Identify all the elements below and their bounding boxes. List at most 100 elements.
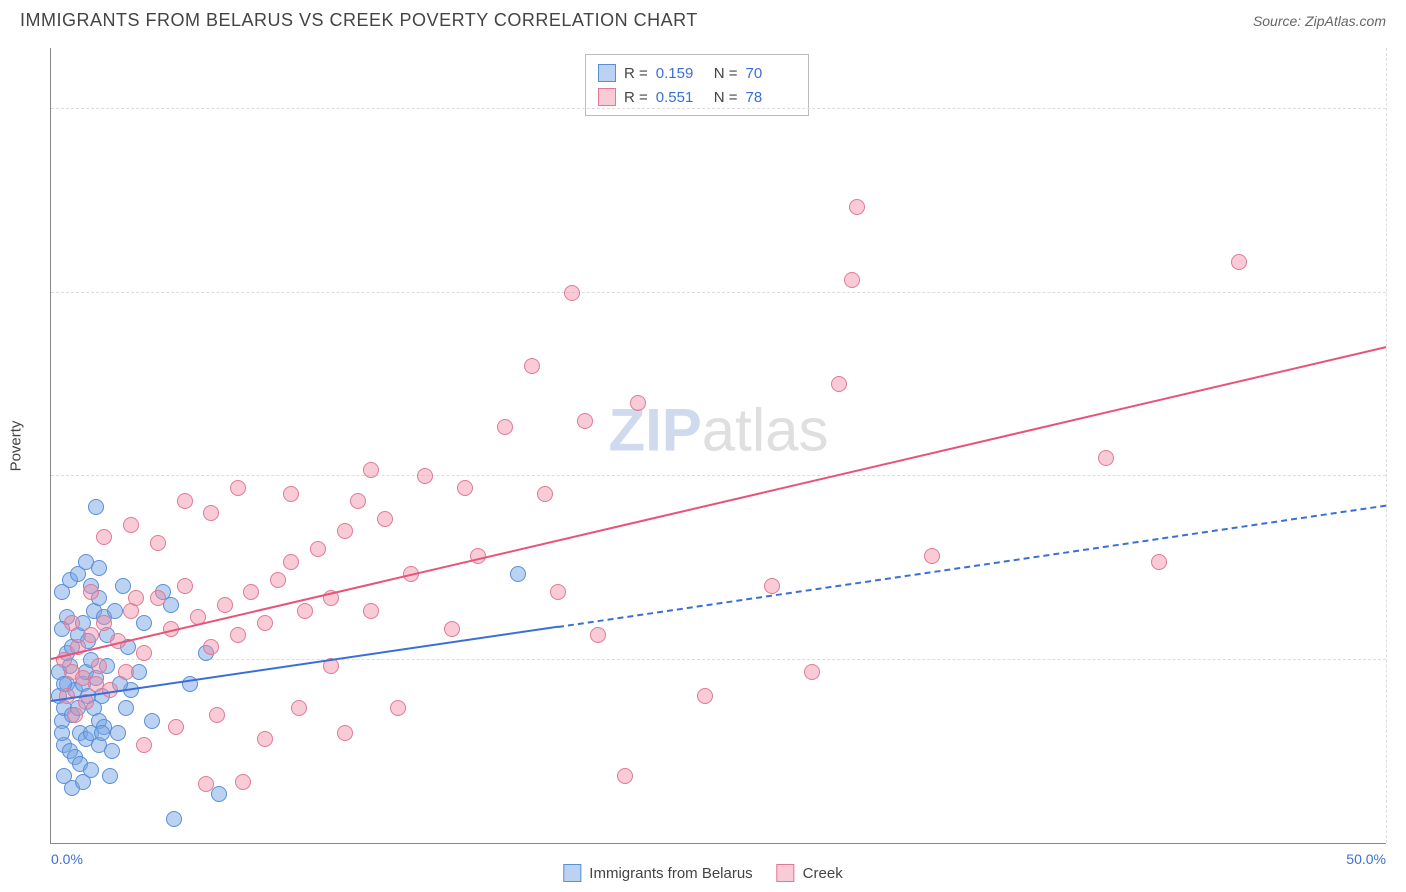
data-point-creek: [136, 645, 152, 661]
x-tick-label: 50.0%: [1346, 851, 1386, 867]
scatter-chart: ZIPatlas R =0.159N =70R =0.551N =78 15.0…: [50, 48, 1386, 844]
data-point-belarus: [136, 615, 152, 631]
data-point-creek: [831, 376, 847, 392]
source-label: Source:: [1253, 13, 1301, 29]
legend-stats-row-belarus: R = 0.159 N = 70: [598, 61, 796, 85]
gridline-horizontal: [51, 659, 1386, 660]
data-point-creek: [804, 664, 820, 680]
y-tick-label: 45.0%: [1391, 269, 1406, 285]
legend-swatch: [563, 864, 581, 882]
legend-swatch: [598, 64, 616, 82]
legend-item-creek: Creek: [777, 864, 843, 882]
legend-n-value: 70: [746, 65, 796, 82]
data-point-creek: [350, 493, 366, 509]
legend-n-label: N =: [714, 65, 738, 82]
data-point-creek: [390, 700, 406, 716]
y-axis-label: Poverty: [8, 421, 25, 472]
data-point-creek: [150, 590, 166, 606]
data-point-creek: [168, 719, 184, 735]
data-point-creek: [123, 517, 139, 533]
data-point-creek: [257, 615, 273, 631]
data-point-belarus: [88, 499, 104, 515]
watermark-part2: atlas: [702, 396, 829, 463]
data-point-creek: [83, 627, 99, 643]
legend-label: Immigrants from Belarus: [589, 865, 752, 882]
data-point-creek: [577, 413, 593, 429]
y-tick-label: 15.0%: [1391, 636, 1406, 652]
data-point-creek: [283, 554, 299, 570]
data-point-creek: [363, 603, 379, 619]
trend-line: [51, 346, 1386, 660]
data-point-creek: [337, 523, 353, 539]
legend-r-label: R =: [624, 65, 648, 82]
data-point-creek: [444, 621, 460, 637]
legend-stats: R = 0.159 N = 70R = 0.551 N = 78: [585, 54, 809, 116]
data-point-creek: [150, 535, 166, 551]
data-point-creek: [136, 737, 152, 753]
data-point-creek: [377, 511, 393, 527]
data-point-belarus: [211, 786, 227, 802]
data-point-creek: [1151, 554, 1167, 570]
data-point-creek: [697, 688, 713, 704]
data-point-creek: [217, 597, 233, 613]
legend-swatch: [777, 864, 795, 882]
data-point-creek: [1231, 254, 1247, 270]
data-point-creek: [96, 615, 112, 631]
data-point-creek: [590, 627, 606, 643]
data-point-creek: [209, 707, 225, 723]
y-tick-label: 60.0%: [1391, 85, 1406, 101]
source-attribution: Source: ZipAtlas.com: [1253, 13, 1386, 29]
data-point-creek: [337, 725, 353, 741]
data-point-belarus: [118, 700, 134, 716]
data-point-creek: [96, 529, 112, 545]
data-point-belarus: [510, 566, 526, 582]
y-tick-label: 30.0%: [1391, 452, 1406, 468]
data-point-creek: [203, 639, 219, 655]
legend-n-label: N =: [714, 89, 738, 106]
data-point-creek: [524, 358, 540, 374]
data-point-creek: [230, 480, 246, 496]
data-point-belarus: [110, 725, 126, 741]
data-point-creek: [630, 395, 646, 411]
data-point-creek: [203, 505, 219, 521]
data-point-belarus: [144, 713, 160, 729]
source-name: ZipAtlas.com: [1305, 13, 1386, 29]
data-point-creek: [924, 548, 940, 564]
data-point-creek: [849, 199, 865, 215]
data-point-creek: [537, 486, 553, 502]
legend-label: Creek: [803, 865, 843, 882]
legend-stats-row-creek: R =0.551N =78: [598, 85, 796, 109]
x-tick-label: 0.0%: [51, 851, 83, 867]
legend-swatch: [598, 88, 616, 106]
data-point-belarus: [104, 743, 120, 759]
data-point-creek: [230, 627, 246, 643]
data-point-creek: [257, 731, 273, 747]
data-point-creek: [310, 541, 326, 557]
data-point-belarus: [94, 725, 110, 741]
data-point-creek: [457, 480, 473, 496]
legend-series: Immigrants from Belarus Creek: [563, 864, 842, 882]
gridline-horizontal: [51, 292, 1386, 293]
legend-r-value: 0.551: [656, 89, 706, 106]
data-point-creek: [198, 776, 214, 792]
legend-r-value: 0.159: [656, 65, 706, 82]
data-point-creek: [497, 419, 513, 435]
chart-title: IMMIGRANTS FROM BELARUS VS CREEK POVERTY…: [20, 10, 698, 31]
header: IMMIGRANTS FROM BELARUS VS CREEK POVERTY…: [0, 0, 1406, 31]
data-point-creek: [417, 468, 433, 484]
data-point-creek: [91, 658, 107, 674]
data-point-creek: [291, 700, 307, 716]
gridline-vertical: [1386, 48, 1387, 843]
watermark-part1: ZIP: [608, 396, 701, 463]
data-point-creek: [764, 578, 780, 594]
data-point-creek: [617, 768, 633, 784]
data-point-creek: [177, 493, 193, 509]
data-point-creek: [844, 272, 860, 288]
data-point-creek: [128, 590, 144, 606]
legend-n-value: 78: [746, 89, 796, 106]
gridline-horizontal: [51, 475, 1386, 476]
data-point-belarus: [102, 768, 118, 784]
data-point-creek: [550, 584, 566, 600]
gridline-horizontal: [51, 108, 1386, 109]
legend-item-belarus: Immigrants from Belarus: [563, 864, 752, 882]
